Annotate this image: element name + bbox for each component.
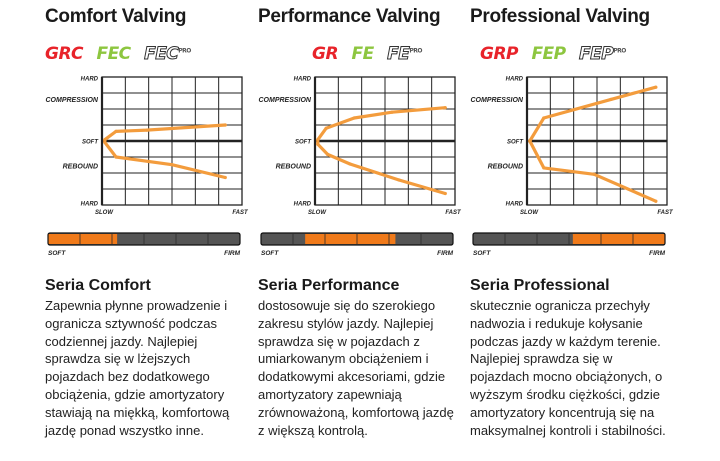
curve-point xyxy=(316,142,320,146)
stiffness-range xyxy=(572,234,665,244)
y-tick-label: HARD xyxy=(294,202,312,208)
curve-point xyxy=(326,152,330,156)
logo-fec-pro: FECPRO xyxy=(144,44,192,65)
y-tick-label: HARD xyxy=(506,77,524,83)
panel-professional: Professional Valving GRP FEP FEPPRO HARD… xyxy=(470,0,700,461)
x-tick-label: FAST xyxy=(232,210,249,216)
curve-point xyxy=(170,163,174,167)
chart-title: Professional Valving xyxy=(470,6,650,27)
curve-point xyxy=(114,129,118,133)
logo-fec: FEC xyxy=(96,44,131,64)
chart-title: Comfort Valving xyxy=(45,6,187,27)
curve-point xyxy=(348,162,352,166)
curve-point xyxy=(542,116,546,120)
curve-point xyxy=(316,138,320,142)
panel-performance: Performance Valving GR FE FEPRO HARD COMP… xyxy=(258,0,488,461)
x-tick-label: SLOW xyxy=(520,210,539,216)
damping-curve xyxy=(103,123,227,180)
valving-chart: HARD COMPRESSION SOFT REBOUND HARD SLOW FAST SO… xyxy=(45,76,249,257)
curve-point xyxy=(542,166,546,170)
logo-fep-pro: FEPPRO xyxy=(579,44,627,65)
curve-point xyxy=(443,191,447,196)
x-tick-label: SLOW xyxy=(308,210,327,216)
curve-point xyxy=(223,123,227,127)
x-tick-label: SLOW xyxy=(95,210,114,216)
curve-point xyxy=(609,97,613,101)
panel-comfort: Comfort Valving GRC FEC FECPRO HARD COMPR… xyxy=(45,0,275,461)
curve-point xyxy=(103,138,107,142)
curve-point xyxy=(223,175,227,180)
curve-point xyxy=(443,106,447,110)
damping-curve xyxy=(316,106,447,196)
x-tick-label: FAST xyxy=(657,210,674,216)
series-description: dostosowuje się do szerokiego zakresu st… xyxy=(258,298,454,438)
y-tick-label: HARD xyxy=(506,202,524,208)
stiffness-label-firm: FIRM xyxy=(224,250,240,257)
logo-grp: GRP xyxy=(480,44,519,64)
curve-point xyxy=(528,139,532,143)
curve-point xyxy=(103,140,107,144)
y-tick-label: COMPRESSION xyxy=(470,97,523,104)
valving-chart: HARD COMPRESSION SOFT REBOUND HARD SLOW FAST SO… xyxy=(258,76,462,257)
logo-gr: GR xyxy=(312,44,339,64)
stiffness-label-soft: SOFT xyxy=(261,250,279,257)
y-tick-label: COMPRESSION xyxy=(258,97,311,104)
curve-point xyxy=(397,178,401,182)
curve-point xyxy=(654,85,658,89)
y-tick-label: REBOUND xyxy=(63,163,98,170)
curve-point xyxy=(592,172,596,176)
y-tick-label: REBOUND xyxy=(488,163,523,170)
stiffness-range xyxy=(48,234,118,244)
logo-fep: FEP xyxy=(531,44,566,64)
y-tick-label: COMPRESSION xyxy=(45,97,98,104)
valving-chart: HARD COMPRESSION SOFT REBOUND HARD SLOW FAST SO… xyxy=(470,76,674,257)
series-description: Zapewnia płynne prowadzenie i ogranicza … xyxy=(45,298,230,438)
stiffness-label-soft: SOFT xyxy=(48,250,66,257)
y-tick-label: HARD xyxy=(81,77,99,83)
series-description: skutecznie ogranicza przechyły nadwozia … xyxy=(470,298,666,438)
logo-fe-pro: FEPRO xyxy=(387,44,423,65)
y-tick-label: REBOUND xyxy=(276,163,311,170)
stiffness-label-firm: FIRM xyxy=(649,250,665,257)
logo-grc: GRC xyxy=(45,44,84,64)
curve-point xyxy=(390,110,394,114)
stiffness-label-firm: FIRM xyxy=(437,250,453,257)
y-tick-label: HARD xyxy=(294,77,312,83)
logo-fe: FE xyxy=(351,44,374,64)
chart-title: Performance Valving xyxy=(258,6,441,27)
curve-point xyxy=(114,155,118,159)
series-name: Seria Performance xyxy=(258,277,400,294)
y-tick-label: HARD xyxy=(81,202,99,208)
curve-point xyxy=(145,128,149,132)
x-tick-label: FAST xyxy=(445,210,462,216)
series-name: Seria Professional xyxy=(470,277,610,294)
series-name: Seria Comfort xyxy=(45,277,151,294)
y-tick-label: SOFT xyxy=(507,140,524,146)
y-tick-label: SOFT xyxy=(295,140,312,146)
stiffness-label-soft: SOFT xyxy=(473,250,491,257)
logo-row: GRC FEC FECPRO xyxy=(45,44,199,65)
curve-point xyxy=(324,126,328,130)
stiffness-range xyxy=(305,234,396,244)
curve-point xyxy=(654,199,658,203)
damping-curve xyxy=(528,85,658,203)
y-tick-label: SOFT xyxy=(82,140,99,146)
logo-row: GRP FEP FEPPRO xyxy=(480,44,634,65)
logo-row: GR FE FEPRO xyxy=(312,44,430,65)
curve-point xyxy=(352,116,356,120)
